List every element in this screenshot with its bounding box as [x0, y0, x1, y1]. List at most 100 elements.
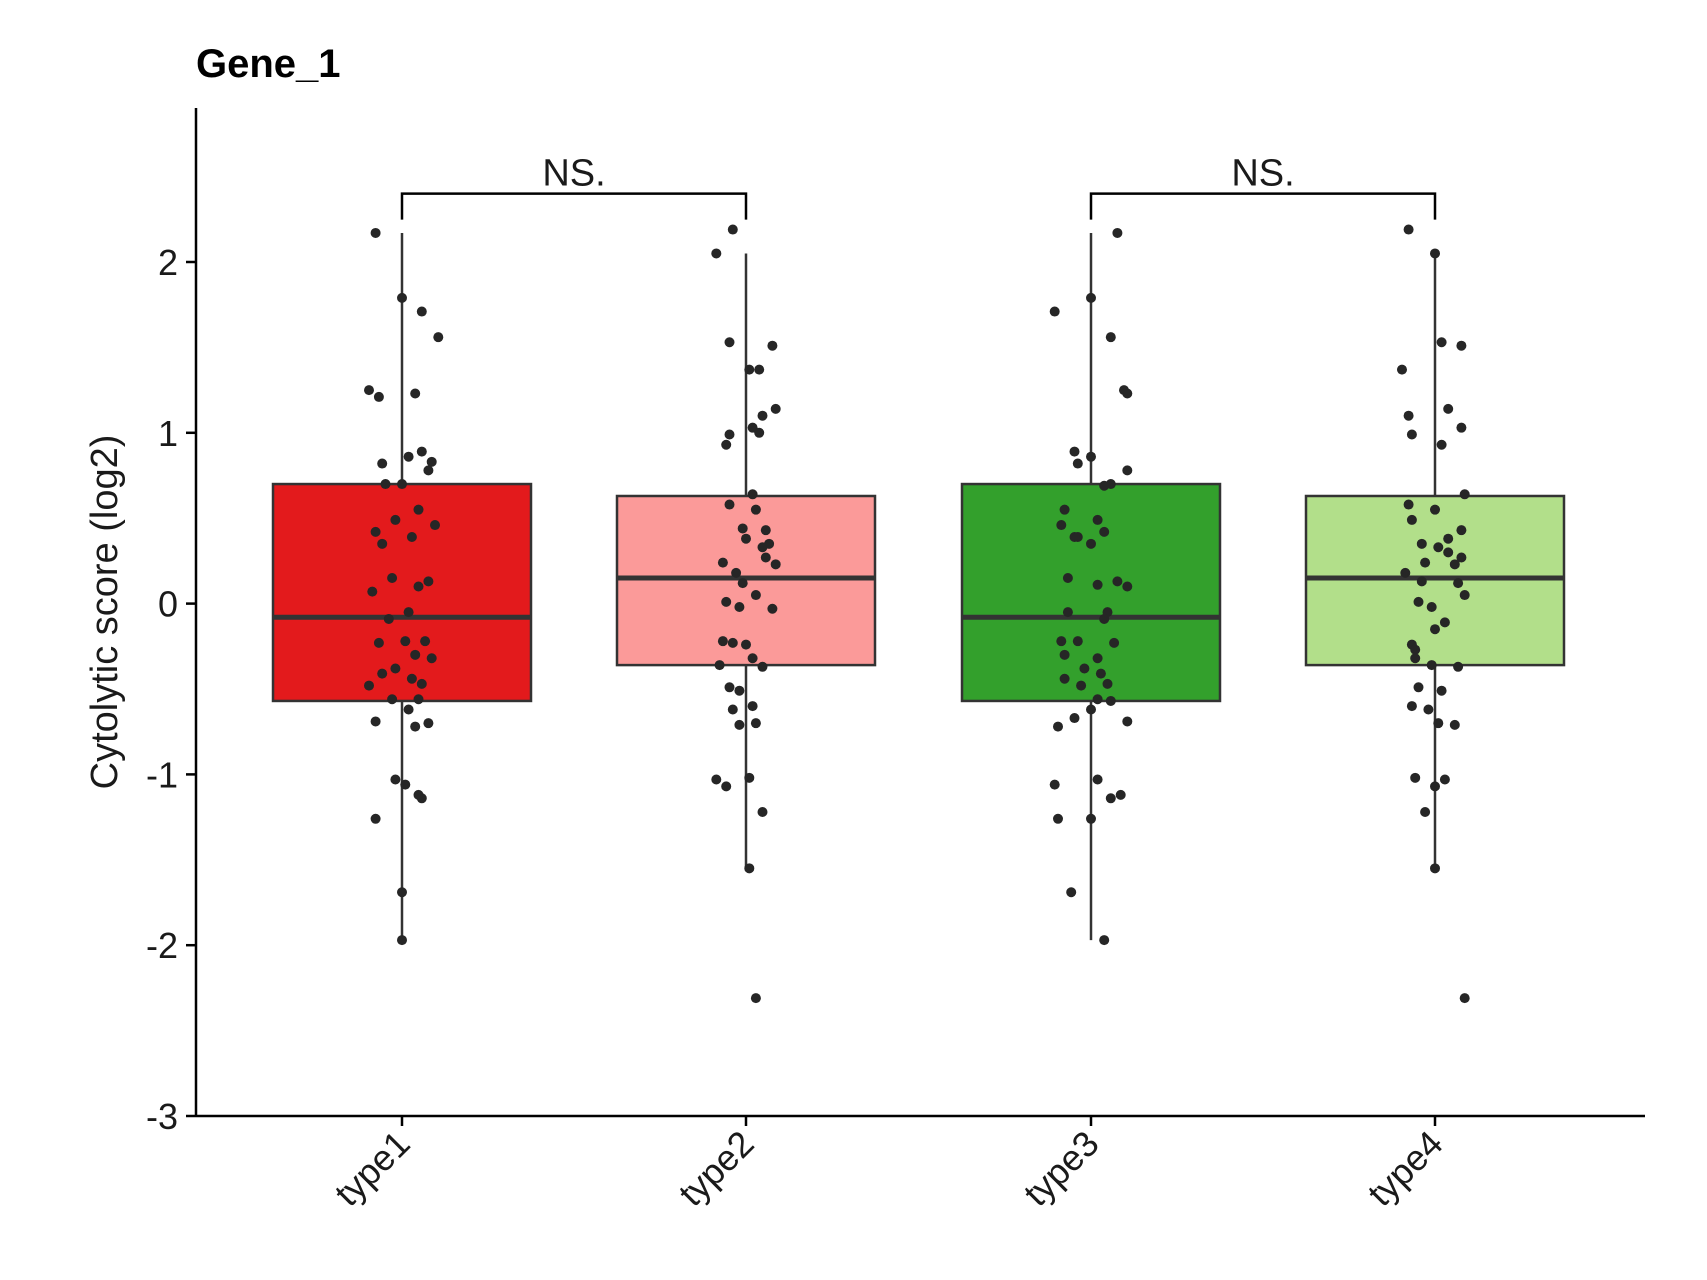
data-point: [1410, 772, 1421, 783]
y-tick-label: -1: [146, 754, 178, 795]
data-point: [721, 439, 732, 450]
data-point: [1426, 660, 1437, 671]
data-point: [426, 456, 437, 467]
data-point: [714, 660, 725, 671]
data-point: [1053, 721, 1063, 732]
data-point: [377, 538, 388, 549]
data-point: [1049, 306, 1060, 317]
data-point: [1430, 504, 1440, 515]
data-point: [1406, 701, 1417, 712]
data-point: [1416, 538, 1427, 549]
y-tick-label: 0: [158, 584, 178, 625]
data-point: [727, 224, 738, 235]
data-point: [750, 718, 761, 729]
data-point: [1430, 624, 1440, 635]
data-point: [387, 572, 398, 583]
box-type3: [960, 482, 1222, 703]
data-point: [1086, 813, 1096, 824]
data-point: [423, 465, 434, 476]
data-point: [711, 248, 722, 259]
data-point: [1410, 653, 1421, 664]
data-point: [1105, 793, 1116, 804]
data-point: [1049, 779, 1060, 790]
data-point: [387, 694, 398, 705]
data-point: [1456, 422, 1467, 433]
data-point: [1069, 713, 1080, 724]
data-point: [403, 704, 414, 715]
data-point: [734, 685, 745, 696]
y-tick-label: -3: [146, 1096, 178, 1137]
data-point: [1436, 337, 1447, 348]
data-point: [423, 718, 434, 729]
data-point: [397, 887, 407, 898]
y-tick-label: 2: [158, 242, 178, 283]
data-point: [370, 716, 381, 727]
box-type1: [271, 482, 533, 703]
x-tick-label-type1: type1: [326, 1123, 417, 1214]
y-tick-label: -2: [146, 925, 178, 966]
data-point: [750, 993, 761, 1004]
data-point: [410, 721, 421, 732]
data-point: [1443, 547, 1454, 558]
data-point: [1086, 451, 1096, 462]
data-point: [1430, 863, 1440, 874]
data-point: [1410, 644, 1421, 655]
data-point: [397, 479, 407, 490]
data-point: [1056, 636, 1067, 647]
data-point: [1105, 332, 1116, 343]
data-point: [717, 557, 728, 568]
data-point: [1456, 340, 1467, 351]
data-point: [754, 427, 765, 438]
data-point: [1112, 227, 1123, 238]
data-point: [1122, 581, 1133, 592]
data-point: [1416, 576, 1427, 587]
data-point: [1423, 704, 1434, 715]
data-point: [377, 458, 388, 469]
data-point: [1122, 716, 1133, 727]
data-point: [1079, 663, 1090, 674]
data-point: [423, 576, 434, 587]
data-point: [1115, 789, 1126, 800]
data-point: [1092, 774, 1103, 785]
data-point: [1112, 576, 1123, 587]
data-point: [1403, 499, 1414, 510]
data-point: [400, 636, 411, 647]
data-point: [1099, 935, 1110, 946]
data-point: [1413, 682, 1424, 693]
data-point: [413, 504, 424, 515]
data-point: [757, 661, 768, 672]
data-point: [744, 863, 755, 874]
data-point: [1066, 887, 1077, 898]
data-point: [1430, 248, 1440, 259]
data-point: [1072, 636, 1083, 647]
data-point: [1420, 557, 1431, 568]
data-point: [734, 719, 745, 730]
data-point: [1459, 590, 1470, 601]
data-point: [770, 559, 781, 570]
data-point: [367, 586, 378, 597]
data-point: [744, 772, 755, 783]
data-point: [724, 499, 735, 510]
data-point: [1459, 993, 1470, 1004]
data-point: [757, 542, 768, 553]
data-point: [721, 596, 732, 607]
x-tick-label-type2: type2: [670, 1123, 761, 1214]
data-point: [1062, 572, 1073, 583]
data-point: [1459, 489, 1470, 500]
points-type1: [364, 227, 444, 946]
data-point: [397, 935, 407, 946]
data-point: [750, 590, 761, 601]
data-point: [426, 653, 437, 664]
data-point: [1397, 364, 1407, 375]
data-point: [717, 636, 728, 647]
data-point: [1443, 533, 1454, 544]
data-point: [744, 364, 755, 375]
data-point: [1403, 410, 1414, 421]
data-point: [410, 388, 421, 399]
data-point: [1059, 504, 1070, 515]
box-group-type1: [271, 232, 533, 941]
data-point: [1420, 806, 1431, 817]
data-point: [1436, 439, 1447, 450]
